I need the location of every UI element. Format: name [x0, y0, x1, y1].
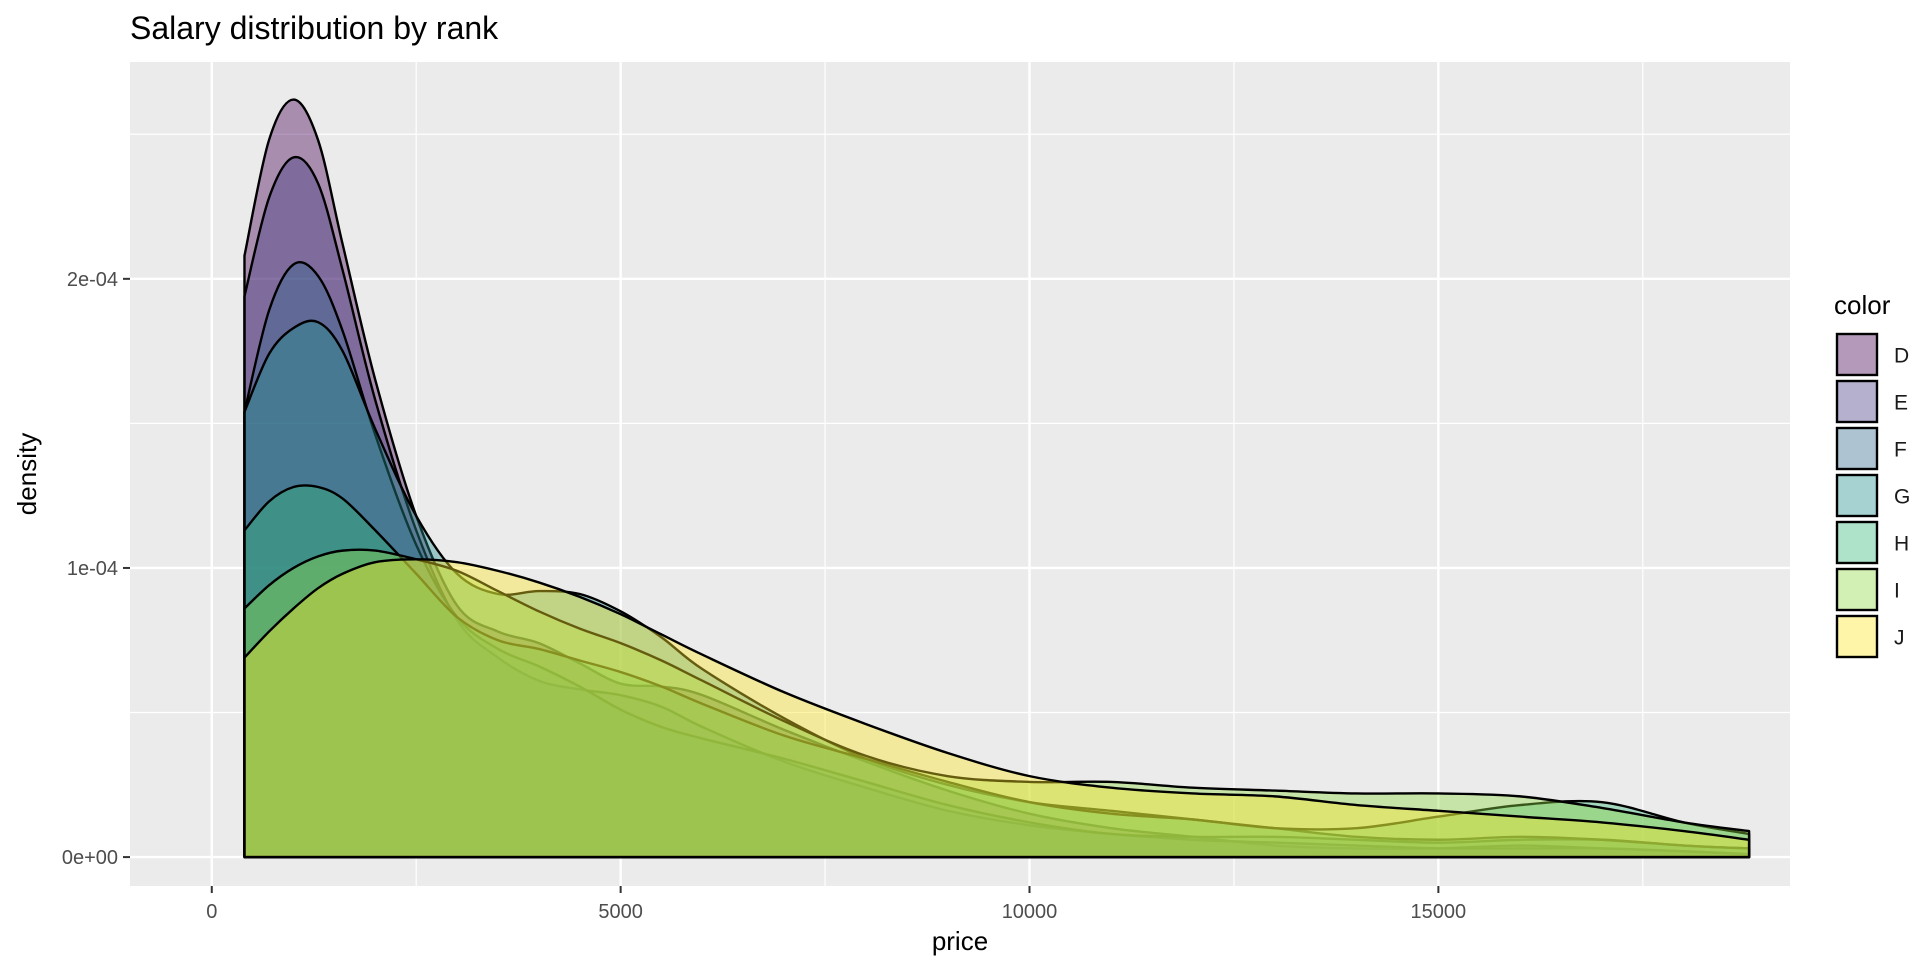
- legend-items: D E F G H I J: [1835, 332, 1910, 659]
- legend-label-H: H: [1894, 533, 1909, 556]
- legend-key-bg: [1836, 568, 1878, 611]
- legend-key-E: [1835, 379, 1879, 424]
- x-axis-title: price: [932, 926, 988, 956]
- legend: color D E F G H I J: [1834, 290, 1910, 659]
- plot-panel: [130, 62, 1790, 886]
- y-tick-label: 0e+00: [62, 847, 118, 869]
- legend-label-E: E: [1894, 392, 1908, 415]
- legend-label-I: I: [1894, 580, 1900, 603]
- x-tick-label: 15000: [1411, 901, 1467, 923]
- chart-title: Salary distribution by rank: [130, 10, 499, 46]
- legend-key-bg: [1836, 474, 1878, 517]
- legend-key-bg: [1836, 427, 1878, 470]
- x-tick-label: 5000: [598, 901, 643, 923]
- legend-key-bg: [1836, 380, 1878, 423]
- density-areas: [243, 98, 1751, 859]
- legend-key-H: [1835, 520, 1879, 565]
- legend-key-bg: [1836, 615, 1878, 658]
- density-area-F: [243, 261, 1751, 859]
- density-area-G: [243, 319, 1751, 859]
- density-area-H: [243, 484, 1751, 859]
- legend-key-bg: [1836, 521, 1878, 564]
- legend-label-G: G: [1894, 486, 1910, 509]
- density-area-E: [243, 155, 1751, 859]
- legend-label-D: D: [1894, 345, 1909, 368]
- density-area-I: [243, 548, 1751, 859]
- legend-key-F: [1835, 426, 1879, 471]
- x-tick-label: 10000: [1002, 901, 1058, 923]
- axes: 0 5000 10000 15000 0e+00 1e-04 2e-04: [62, 269, 1466, 923]
- legend-key-D: [1835, 332, 1879, 377]
- legend-key-bg: [1836, 333, 1878, 376]
- legend-title: color: [1834, 290, 1891, 320]
- y-tick-label: 2e-04: [67, 269, 118, 291]
- y-axis-title: density: [12, 433, 42, 515]
- legend-label-J: J: [1894, 627, 1905, 650]
- legend-key-G: [1835, 473, 1879, 518]
- legend-key-I: [1835, 567, 1879, 612]
- legend-key-J: [1835, 614, 1879, 659]
- density-area-J: [243, 558, 1751, 859]
- x-tick-label: 0: [206, 901, 217, 923]
- legend-label-F: F: [1894, 439, 1907, 462]
- y-tick-label: 1e-04: [67, 558, 118, 580]
